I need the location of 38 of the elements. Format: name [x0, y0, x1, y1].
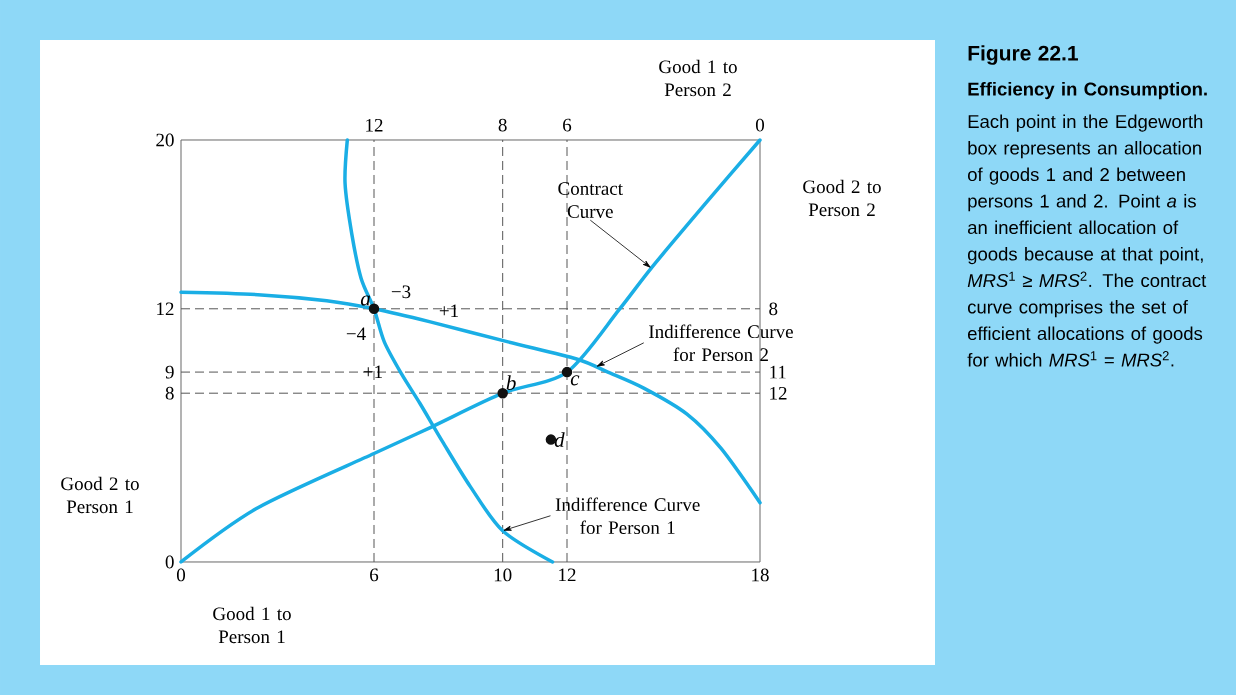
- x-tick-label: 18: [752, 568, 769, 582]
- annotation: +1: [439, 304, 458, 318]
- y-tick-label: 20: [156, 133, 174, 147]
- x2-tick-label: 8: [498, 118, 507, 132]
- x-tick-label: 10: [494, 568, 512, 582]
- x-tick-label: 0: [176, 568, 186, 582]
- y-tick-label: 12: [157, 302, 174, 316]
- annotation: Indifference Curve for Person 1: [555, 497, 700, 535]
- y2-tick-label: 8: [769, 302, 778, 316]
- x2-tick-label: 0: [755, 118, 765, 132]
- annotation: Indifference Curve for Person 2: [649, 324, 793, 362]
- annotation: −4: [346, 327, 366, 341]
- data-label: c: [570, 375, 580, 386]
- x-axis-title: Good 1 to Person 1: [213, 606, 291, 644]
- y-tick-label: 8: [165, 386, 174, 400]
- y-tick-label: 9: [165, 365, 174, 379]
- x-tick-label: 12: [559, 568, 576, 582]
- data-label: b: [506, 375, 516, 390]
- point: [368, 303, 380, 315]
- point: [561, 366, 573, 378]
- x2-tick-label: 12: [366, 118, 383, 132]
- y-tick-label: 0: [165, 555, 174, 569]
- x-tick-label: 6: [370, 568, 379, 582]
- annotation: +1: [363, 365, 382, 379]
- y2-tick-label: 11: [770, 365, 786, 379]
- point: [497, 387, 508, 399]
- y2-axis-title: Good 2 to Person 2: [803, 179, 881, 217]
- text: Figure 22.1: [968, 45, 1078, 65]
- y2-tick-label: 12: [770, 386, 787, 400]
- data-label: d: [554, 432, 565, 447]
- x2-axis-title: Good 1 to Person 2: [659, 59, 737, 97]
- annotation: Contract Curve: [558, 182, 623, 218]
- data-label: a: [360, 295, 371, 306]
- text: Efficiency in Consumption.: [968, 81, 1207, 100]
- text: Each point in the Edgeworth box represents an allocation of goods 1 and 2 between persons 1 and 2. Point a is an inefficient allocation of goods because at that point, MRS$^{1}$ ≥ MRS$^{2}$. The contract curve comprises the set of efficient allocations of goods for which MRS$^{1}$ = MRS$^{2}$.: [967, 114, 1207, 367]
- annotation: −3: [391, 285, 411, 299]
- y-axis-title: Good 2 to Person 1: [61, 476, 139, 514]
- x2-tick-label: 6: [563, 118, 572, 132]
